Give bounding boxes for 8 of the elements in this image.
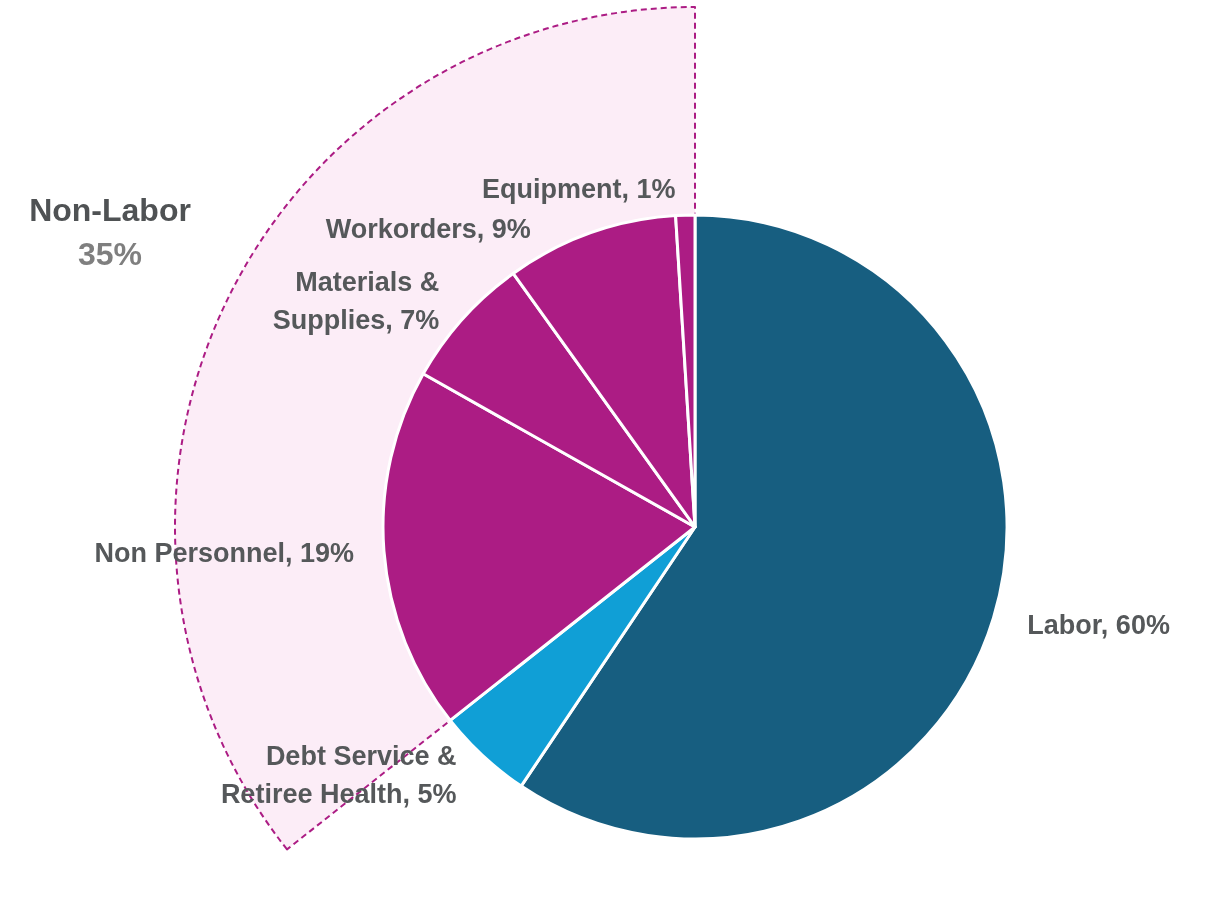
slice-label: Debt Service & Retiree Health, 5%: [220, 741, 457, 810]
slice-label: Labor, 60%: [1027, 610, 1170, 641]
text: 35%: [76, 236, 143, 273]
text: Non-Labor: [28, 192, 192, 229]
slice-label: Workorders, 9%: [325, 214, 531, 245]
slice-label: Materials & Supplies, 7%: [272, 267, 440, 336]
slice-label: Non Personnel, 19%: [94, 538, 354, 569]
slice-label: Equipment, 1%: [481, 174, 676, 205]
